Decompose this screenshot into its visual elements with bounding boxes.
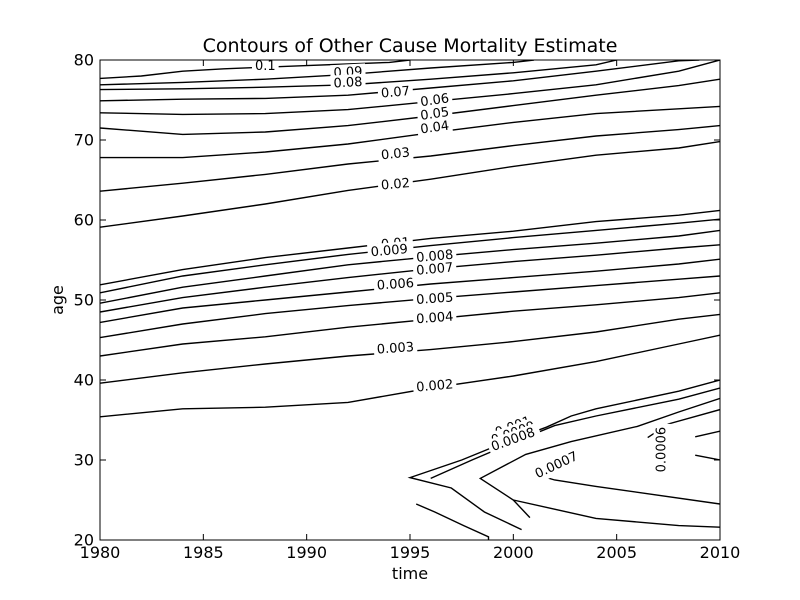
contour-label-group: 0.007 [412,259,458,280]
y-axis-label: age [48,285,67,315]
contour-label-background [412,259,458,280]
contour-label: 0.1 [255,59,276,74]
contour-label: 0.002 [416,377,454,395]
contour-label-background [330,73,366,93]
contour-label-group: 0.005 [412,289,457,310]
contour-segment-3 [695,454,720,461]
contour-line-0_006 [100,258,720,324]
contour-segment-2 [695,430,720,438]
y-tick-label: 60 [74,211,94,230]
x-axis-label: time [392,564,428,583]
x-tick-label: 1990 [286,543,327,562]
contour-label-group: 0.003 [373,338,418,359]
contour-label-group: 0.0006 [653,423,671,476]
contour-label: 0.07 [380,84,410,101]
contour-label-background [529,447,584,485]
y-tick-label: 80 [74,51,94,70]
contour-label-background [377,144,414,165]
contour-label-background [486,423,541,457]
contour-line-0_08 [100,60,617,91]
contour-label-group: 0.002 [412,376,458,397]
contour-label: 0.03 [380,145,410,163]
contour-line-0_03 [100,124,720,192]
contour-label: 0.02 [380,176,410,193]
contour-segment-0 [546,476,720,505]
contour-label-background [412,376,458,397]
x-tick-label: 1980 [80,543,121,562]
contour-label: 0.003 [376,340,414,358]
y-tick-label: 20 [74,531,94,550]
contour-line-0_07 [100,60,700,102]
contour-label: 0.04 [419,119,450,138]
contour-segment-1 [513,499,720,528]
y-tick-label: 70 [74,131,94,150]
contour-label: 0.0006 [655,427,670,473]
contour-label: 0.009 [370,242,408,260]
contour-label: 0.08 [333,75,363,91]
contour-line-0_0008 [430,387,720,480]
y-tick-label: 30 [74,451,94,470]
contour-label-group: 0.006 [373,274,418,295]
y-tick-label: 40 [74,371,94,390]
contour-label-group: 0.1 [251,57,279,75]
contour-line-0_0009 [415,503,490,540]
contour-label-group: 0.04 [416,117,454,139]
x-tick-label: 2005 [596,543,637,562]
contour-label-group: 0.07 [377,82,414,103]
x-tick-label: 1995 [390,543,431,562]
x-tick-label: 1985 [183,543,224,562]
contour-label-background [653,423,671,476]
x-tick-label: 2010 [700,543,741,562]
y-axis-ticks: 20 30 40 50 60 70 80 [74,51,720,550]
y-tick-label: 50 [74,291,94,310]
contour-label: 0.005 [416,290,454,308]
contour-label-group: 0.02 [377,174,414,195]
contour-label-background [251,57,279,75]
contour-line-0_01 [100,209,720,286]
contour-label-background [377,82,414,103]
x-tick-label: 2000 [493,543,534,562]
contour-label-group: 0.004 [412,308,457,329]
contour-label: 0.004 [416,310,454,328]
contour-label-background [377,174,414,195]
contour-label-group: 0.03 [377,144,414,165]
contour-line-0_0007 [478,397,720,519]
contour-label-group: 0.08 [330,73,366,93]
contour-label-background [373,338,418,359]
contour-label-background [367,240,412,262]
contour-label-background [412,289,457,310]
contour-line-0_003 [100,313,720,384]
contour-label: 0.006 [376,276,414,294]
contour-line-0_02 [100,140,720,228]
contour-label-group: 0.009 [367,240,412,262]
contour-label-background [412,308,457,329]
x-axis-ticks: 1980 1985 1990 1995 2000 2005 2010 [80,60,741,562]
contour-label-background [416,117,454,139]
contour-label-background [373,274,418,295]
contour-label: 0.007 [416,261,454,279]
chart-title: Contours of Other Cause Mortality Estima… [203,35,618,57]
contour-line-0_009 [100,218,720,294]
